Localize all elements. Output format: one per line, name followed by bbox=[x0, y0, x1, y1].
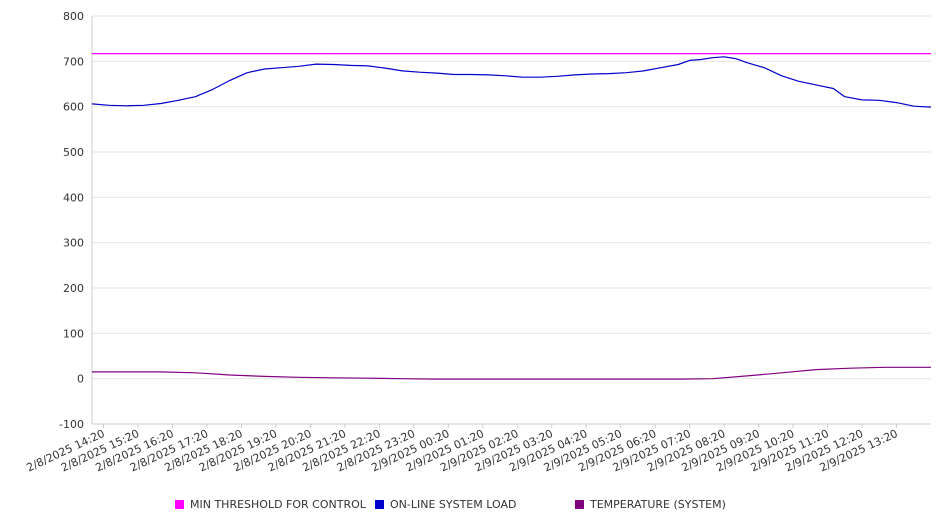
legend-item-temperature: TEMPERATURE (SYSTEM) bbox=[575, 498, 726, 511]
legend-item-threshold: MIN THRESHOLD FOR CONTROL bbox=[175, 498, 366, 511]
legend-swatch-system-load bbox=[375, 500, 384, 509]
y-tick-label: 700 bbox=[63, 55, 84, 68]
legend-label-threshold: MIN THRESHOLD FOR CONTROL bbox=[190, 498, 366, 511]
y-tick-label: 800 bbox=[63, 10, 84, 23]
legend-swatch-threshold bbox=[175, 500, 184, 509]
series-line-system-load bbox=[91, 56, 932, 108]
y-tick-label: 200 bbox=[63, 282, 84, 295]
y-tick-label: 0 bbox=[77, 373, 84, 386]
y-tick-label: -100 bbox=[59, 418, 84, 431]
y-tick-label: 600 bbox=[63, 101, 84, 114]
series-line-temperature bbox=[92, 366, 931, 380]
legend-label-system-load: ON-LINE SYSTEM LOAD bbox=[390, 498, 517, 511]
y-tick-label: 400 bbox=[63, 191, 84, 204]
legend: MIN THRESHOLD FOR CONTROL ON-LINE SYSTEM… bbox=[0, 498, 946, 514]
legend-item-system-load: ON-LINE SYSTEM LOAD bbox=[375, 498, 516, 511]
legend-label-temperature: TEMPERATURE (SYSTEM) bbox=[590, 498, 726, 511]
grid bbox=[92, 15, 931, 425]
y-tick-label: 300 bbox=[63, 237, 84, 250]
y-tick-label: 500 bbox=[63, 146, 84, 159]
legend-swatch-temperature bbox=[575, 500, 584, 509]
series-lines bbox=[91, 52, 932, 380]
y-tick-label: 100 bbox=[63, 327, 84, 340]
